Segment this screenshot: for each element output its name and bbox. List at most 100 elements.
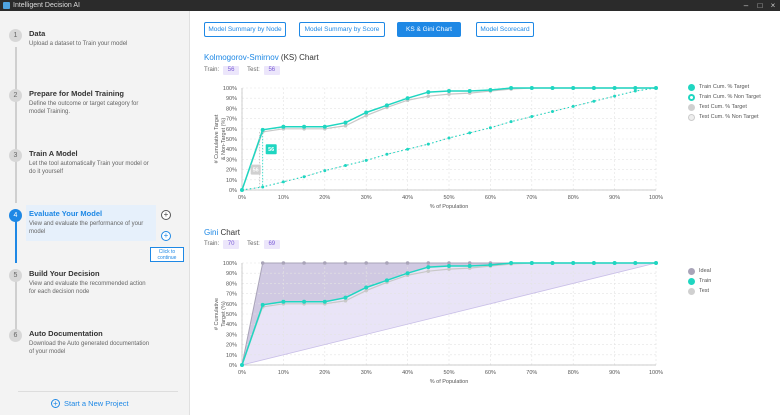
data-point-train-non-target — [633, 89, 637, 93]
legend-swatch — [688, 288, 695, 295]
data-point-train-non-target — [509, 120, 513, 124]
tab-summary-by-node[interactable]: Model Summary by Node — [204, 22, 286, 37]
add-circle-icon[interactable]: + — [161, 210, 171, 220]
data-point-train-non-target — [468, 131, 472, 135]
add-circle-icon[interactable]: + — [161, 231, 171, 241]
x-tick-label: 20% — [319, 195, 330, 201]
step-number: 6 — [9, 329, 22, 342]
data-point-train-target — [612, 86, 617, 90]
data-point-train-target — [633, 86, 638, 90]
data-point-train-target — [467, 89, 472, 94]
data-point-ideal — [364, 261, 368, 265]
x-tick-label: 80% — [568, 370, 579, 376]
data-point-ideal — [323, 261, 327, 265]
legend-label: Test Cum. % Target — [699, 104, 747, 110]
data-point-train-target — [654, 86, 658, 90]
ks-test-annotation: 56 — [253, 168, 259, 174]
step-description: Define the outcome or target category fo… — [29, 101, 139, 115]
x-tick-label: 50% — [443, 195, 454, 201]
ks-chart: 0% 0% 10% 10% 20% 20% 30% 30% 40% 40% 50% 50% 60% 60%… — [190, 78, 710, 218]
legend-label: Test Cum. % Non Target — [699, 114, 759, 120]
x-tick-label: 70% — [526, 195, 537, 201]
data-point-train-non-target — [426, 142, 430, 146]
new-project-button[interactable]: + Start a New Project — [18, 391, 178, 411]
x-tick-label: 30% — [361, 370, 372, 376]
step-number: 3 — [9, 149, 22, 162]
test-label: Test: — [247, 241, 260, 247]
data-point-train-non-target — [406, 147, 410, 151]
legend-label: Test — [699, 288, 710, 294]
data-point-train-non-target — [551, 109, 554, 113]
y-tick-label: 0% — [229, 188, 237, 194]
x-tick-label: 100% — [649, 370, 663, 376]
y-tick-label: 70% — [226, 117, 237, 123]
data-point-train — [488, 263, 493, 268]
gini-chart-svg: 0%0% 10% 10% 20% 20% 30% 30% 40% 40% 50% 50% 60% 60%… — [214, 261, 663, 385]
tab-model-scorecard[interactable]: Model Scorecard — [476, 22, 534, 37]
new-project-label: Start a New Project — [64, 399, 129, 408]
tab-ks-gini-chart[interactable]: KS & Gini Chart — [397, 22, 461, 37]
data-point-test — [343, 298, 348, 303]
y-axis-label: # Cumulative — [214, 298, 220, 330]
data-point-test — [447, 267, 451, 271]
x-tick-label: 20% — [319, 370, 330, 376]
data-point-train — [322, 299, 327, 304]
legend-item: Train Cum. % Target — [688, 84, 761, 94]
step-title: Prepare for Model Training — [29, 89, 125, 98]
data-point-train — [302, 299, 307, 304]
data-point-train-target — [571, 86, 576, 90]
data-point-train — [612, 261, 617, 265]
minimize-icon[interactable]: – — [743, 1, 749, 10]
ks-test-annotation-box — [250, 164, 261, 175]
y-tick-label: 90% — [226, 96, 237, 102]
data-point-ideal — [302, 261, 306, 265]
y-axis-label: Target (%) — [221, 301, 227, 327]
random-baseline — [241, 262, 657, 366]
data-point-ideal — [281, 261, 286, 265]
y-tick-label: 20% — [226, 343, 237, 349]
active-step-highlight — [26, 205, 156, 241]
x-axis-label: % of Population — [430, 204, 469, 210]
y-tick-label: 80% — [226, 281, 237, 287]
data-point-train-non-target — [281, 180, 285, 184]
data-point-train — [405, 271, 410, 276]
legend-label: Ideal — [699, 268, 711, 274]
data-point-train-target — [240, 188, 244, 192]
ks-legend: Train Cum. % Target Train Cum. % Non Tar… — [688, 84, 761, 124]
legend-item: Train Cum. % Non Target — [688, 94, 761, 104]
x-tick-label: 100% — [649, 195, 663, 201]
data-point-train-target — [426, 90, 431, 95]
legend-swatch — [688, 84, 695, 91]
step-number: 4 — [9, 209, 22, 222]
y-tick-label: 70% — [226, 292, 237, 298]
legend-label: Train — [699, 278, 712, 284]
data-point-train-non-target — [447, 136, 451, 140]
data-point-train — [343, 295, 348, 300]
data-point-train — [591, 261, 596, 265]
x-tick-label: 40% — [402, 370, 413, 376]
data-point-train-target — [509, 86, 514, 90]
x-tick-label: 80% — [568, 195, 579, 201]
gini-chart: 0% 0% 10% 10% 20% 20% 30% 30% 40% 40% 50% 50% 60% 60%… — [190, 253, 710, 393]
maximize-icon[interactable]: □ — [757, 1, 763, 10]
y-axis-label: & Non-Target (%) — [221, 118, 227, 161]
gini-title-rest: Chart — [218, 228, 241, 237]
test-label: Test: — [247, 67, 260, 73]
data-point-train — [364, 285, 369, 290]
close-icon[interactable]: × — [770, 1, 776, 10]
y-tick-label: 90% — [226, 271, 237, 277]
app-logo-icon — [3, 2, 10, 9]
y-tick-label: 50% — [226, 312, 237, 318]
data-point-ideal — [343, 261, 348, 265]
data-point-train — [571, 261, 576, 265]
data-point-train-non-target — [571, 104, 575, 108]
step-description: Let the tool automatically Train your mo… — [29, 161, 149, 175]
data-point-train-target — [447, 89, 451, 94]
sidebar-steps: 1 Data Upload a dataset to Train your mo… — [0, 11, 190, 415]
tab-summary-by-score[interactable]: Model Summary by Score — [299, 22, 385, 37]
legend-item: Ideal — [688, 268, 711, 278]
y-tick-label: 60% — [226, 302, 237, 308]
continue-tooltip[interactable]: Click to continue — [150, 247, 184, 262]
legend-swatch — [688, 94, 695, 101]
data-point-train — [281, 299, 286, 304]
